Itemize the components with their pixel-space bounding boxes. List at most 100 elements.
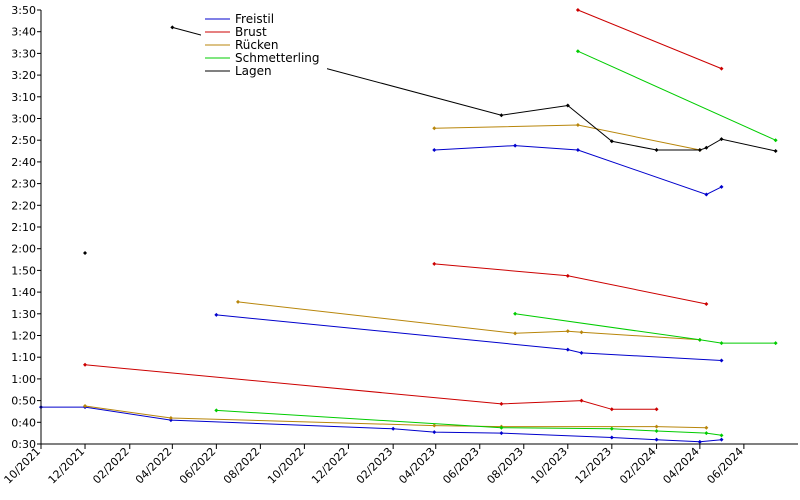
legend-label: Schmetterling bbox=[235, 51, 320, 65]
data-point bbox=[579, 350, 584, 355]
data-point bbox=[432, 261, 437, 266]
data-point bbox=[719, 433, 724, 438]
y-tick-label: 3:30 bbox=[11, 47, 36, 60]
data-point bbox=[565, 347, 570, 352]
data-point bbox=[704, 425, 709, 430]
y-tick-label: 2:40 bbox=[11, 156, 36, 169]
data-point bbox=[609, 435, 614, 440]
data-point bbox=[214, 408, 219, 413]
data-point bbox=[704, 431, 709, 436]
data-point bbox=[704, 145, 709, 150]
y-tick-label: 1:30 bbox=[11, 308, 36, 321]
data-point bbox=[654, 407, 659, 412]
data-point bbox=[575, 123, 580, 128]
data-point bbox=[499, 431, 504, 436]
data-point bbox=[214, 312, 219, 317]
y-tick-label: 2:10 bbox=[11, 221, 36, 234]
data-point bbox=[697, 147, 702, 152]
data-point bbox=[170, 25, 175, 30]
series-lagen bbox=[83, 25, 778, 256]
series-line bbox=[41, 406, 722, 443]
y-tick-label: 2:30 bbox=[11, 178, 36, 191]
data-point bbox=[654, 147, 659, 152]
y-tick-label: 0:40 bbox=[11, 416, 36, 429]
data-point bbox=[575, 8, 580, 12]
series-line bbox=[577, 9, 722, 70]
data-point bbox=[168, 415, 173, 420]
y-tick-label: 1:50 bbox=[11, 264, 36, 277]
data-point bbox=[432, 430, 437, 435]
y-tick-label: 1:40 bbox=[11, 286, 36, 299]
data-point bbox=[168, 418, 173, 423]
data-point bbox=[654, 428, 659, 433]
data-point bbox=[565, 103, 570, 108]
data-point bbox=[773, 138, 778, 143]
data-point bbox=[719, 66, 724, 71]
data-point bbox=[654, 437, 659, 442]
legend-label: Lagen bbox=[235, 64, 272, 78]
data-point bbox=[575, 49, 580, 54]
data-point bbox=[565, 273, 570, 278]
y-axis: 0:30 0:40 0:50 1:00 1:10 1:20 1:30 1:40 1:50 2:00… bbox=[11, 4, 42, 451]
data-point bbox=[579, 330, 584, 335]
data-point bbox=[513, 143, 518, 148]
data-point bbox=[704, 302, 709, 307]
series-brust bbox=[83, 8, 724, 412]
data-point bbox=[499, 113, 504, 118]
data-point bbox=[697, 439, 702, 444]
data-point bbox=[432, 423, 437, 428]
series-line bbox=[216, 409, 722, 436]
data-point bbox=[432, 126, 437, 131]
y-tick-label: 2:50 bbox=[11, 134, 36, 147]
legend-label: Brust bbox=[235, 25, 267, 39]
data-point bbox=[609, 407, 614, 412]
data-point bbox=[579, 398, 584, 403]
series-freistil bbox=[39, 143, 724, 444]
y-tick-label: 3:50 bbox=[11, 4, 36, 17]
y-tick-label: 1:20 bbox=[11, 330, 36, 343]
data-point bbox=[565, 329, 570, 334]
data-point bbox=[432, 147, 437, 152]
data-point bbox=[654, 424, 659, 429]
data-point bbox=[499, 425, 504, 430]
data-point bbox=[773, 149, 778, 154]
series-line bbox=[577, 50, 776, 141]
series-line bbox=[515, 313, 776, 344]
data-point bbox=[83, 404, 88, 409]
data-point bbox=[83, 251, 88, 256]
data-point bbox=[704, 192, 709, 197]
y-tick-label: 1:00 bbox=[11, 373, 36, 386]
y-tick-label: 3:20 bbox=[11, 69, 36, 82]
data-point bbox=[773, 341, 778, 346]
series-schmetterling bbox=[214, 49, 778, 438]
legend-label: Freistil bbox=[235, 12, 274, 26]
y-tick-label: 1:10 bbox=[11, 351, 36, 364]
data-point bbox=[719, 184, 724, 189]
data-point bbox=[513, 311, 518, 316]
data-point bbox=[236, 299, 241, 304]
y-tick-label: 2:20 bbox=[11, 199, 36, 212]
data-point bbox=[513, 331, 518, 336]
data-point bbox=[391, 426, 396, 431]
data-point bbox=[499, 401, 504, 406]
data-point bbox=[719, 341, 724, 346]
data-point bbox=[609, 139, 614, 144]
data-point bbox=[719, 437, 724, 442]
data-point bbox=[609, 426, 614, 431]
legend-label: Rücken bbox=[235, 38, 279, 52]
plot-area bbox=[39, 8, 778, 444]
y-tick-label: 3:10 bbox=[11, 91, 36, 104]
y-tick-label: 3:00 bbox=[11, 113, 36, 126]
y-tick-label: 2:00 bbox=[11, 243, 36, 256]
y-tick-label: 3:40 bbox=[11, 26, 36, 39]
y-tick-label: 0:30 bbox=[11, 438, 36, 451]
data-point bbox=[697, 337, 702, 342]
series-line bbox=[216, 314, 722, 361]
data-point bbox=[575, 147, 580, 152]
y-tick-label: 0:50 bbox=[11, 395, 36, 408]
data-point bbox=[719, 137, 724, 142]
data-point bbox=[83, 362, 88, 367]
